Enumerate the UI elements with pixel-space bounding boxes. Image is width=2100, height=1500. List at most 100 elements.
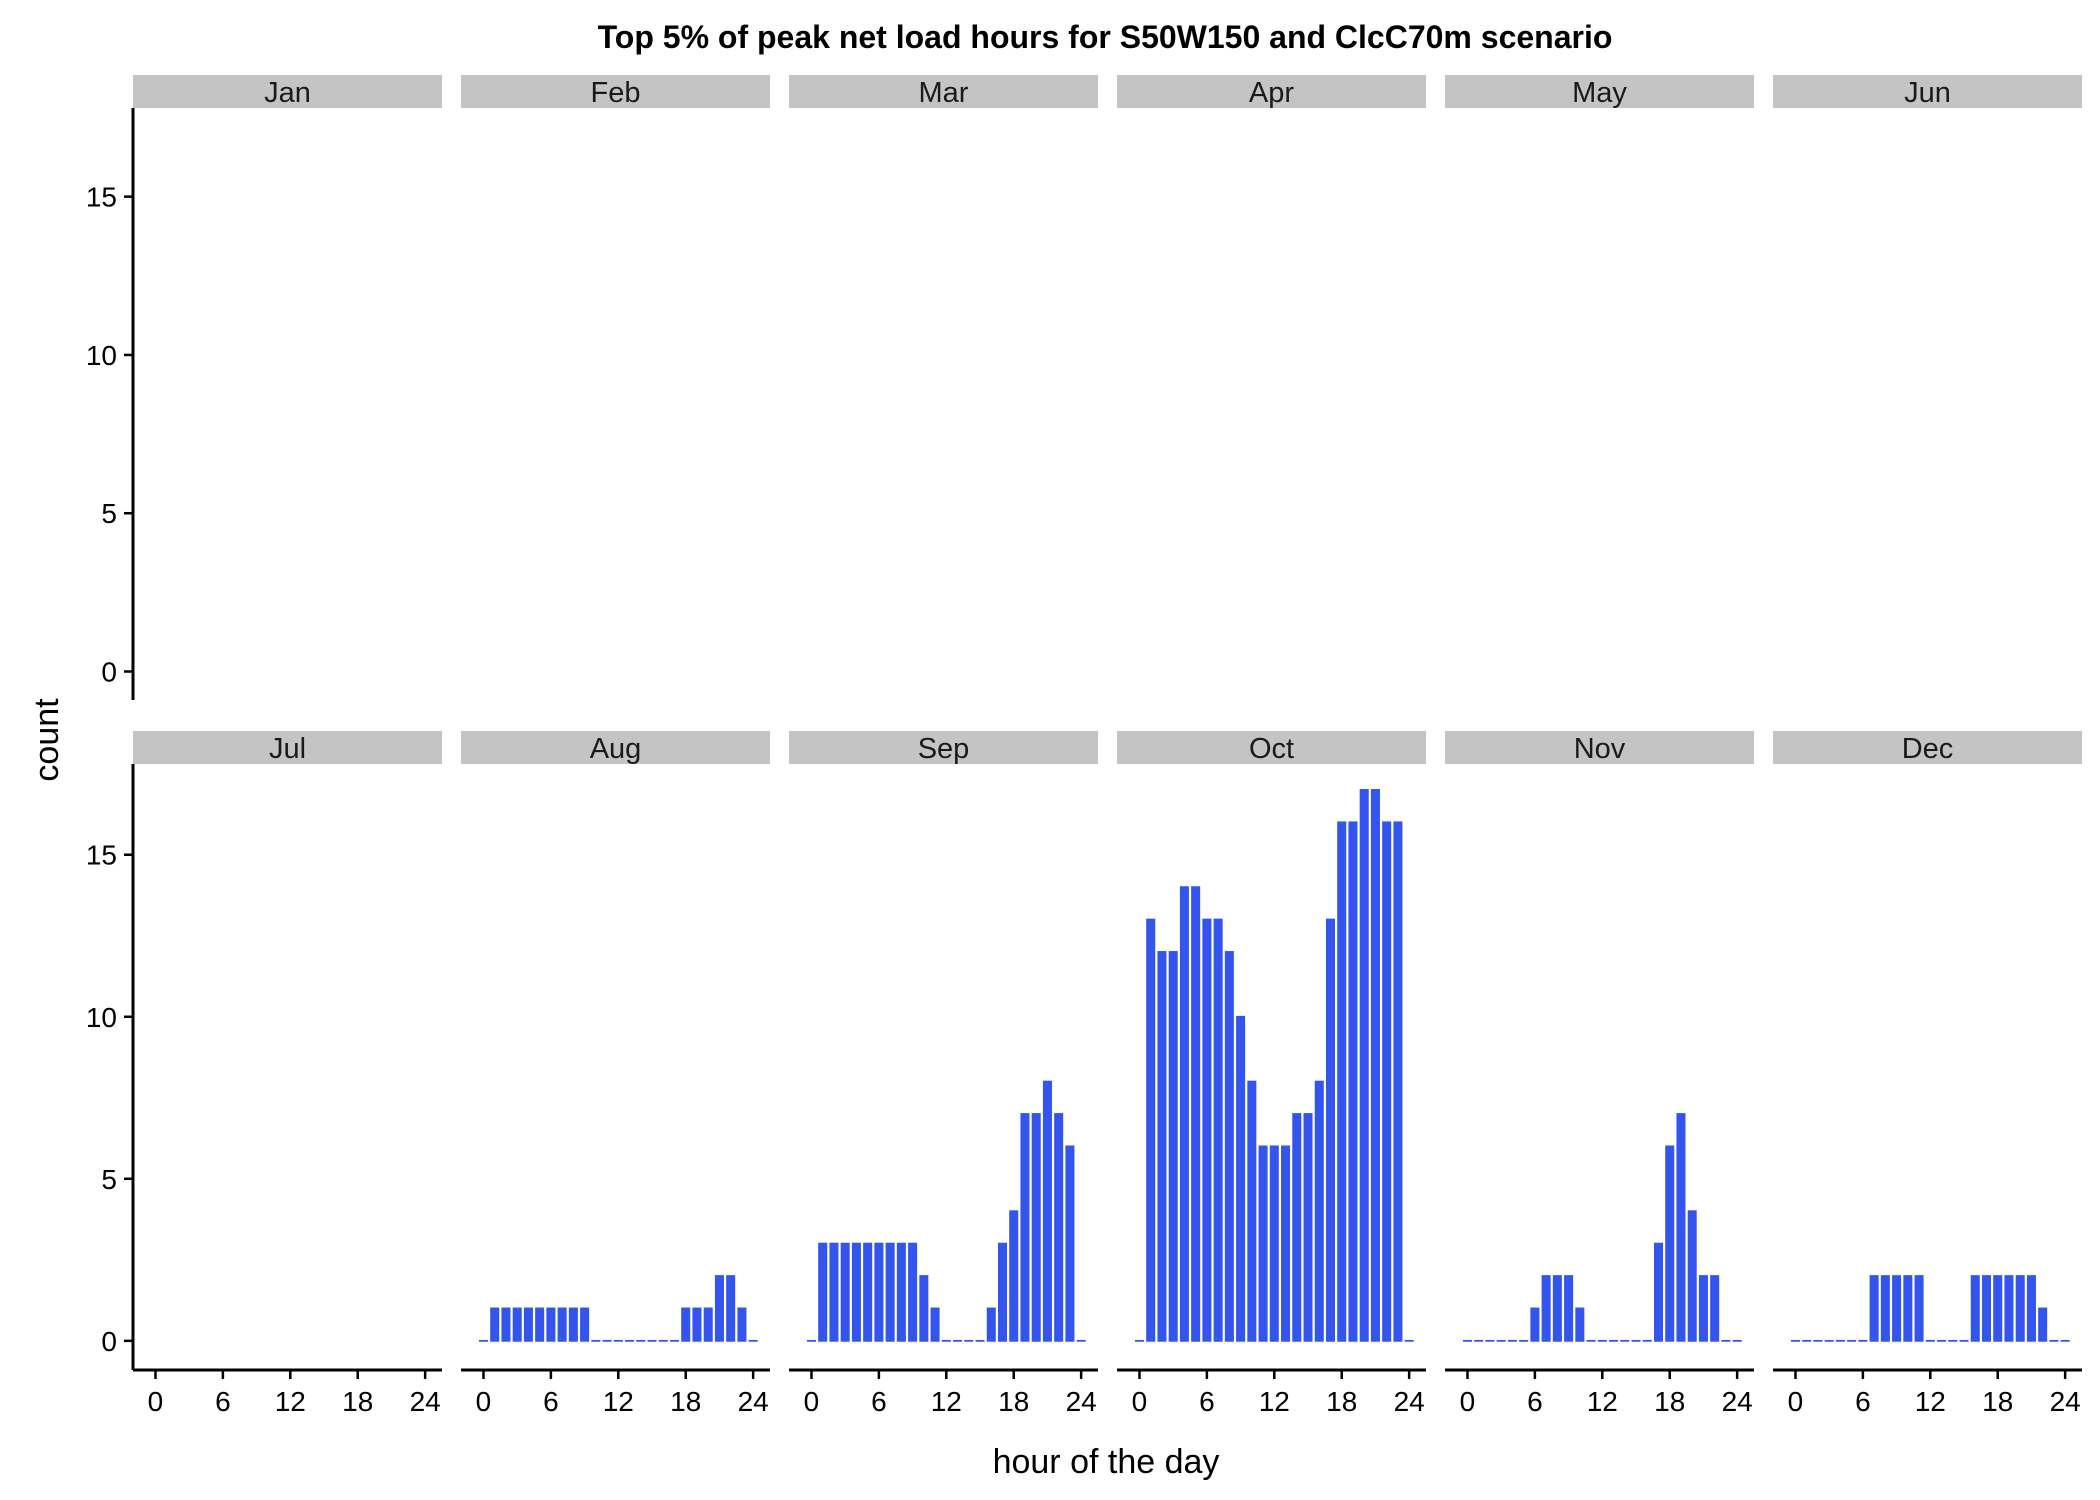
x-tick-label: 24: [738, 1386, 769, 1417]
bar: [929, 1306, 941, 1343]
x-tick-label: 24: [410, 1386, 441, 1417]
bar: [839, 1241, 851, 1343]
bar: [1969, 1273, 1981, 1343]
y-tick-label: 15: [86, 182, 117, 213]
bar: [1461, 1338, 1474, 1343]
bar: [1992, 1273, 2004, 1343]
facet-strip-label: Sep: [918, 733, 970, 765]
facet-strip: [461, 731, 770, 764]
bar: [646, 1338, 658, 1343]
bar: [488, 1306, 501, 1343]
x-tick-label: 18: [670, 1386, 701, 1417]
bar: [884, 1241, 896, 1343]
bar: [1495, 1338, 1507, 1343]
bar: [1369, 787, 1382, 1343]
facet-jul: Jul 0 5 10 15 0 6 12 18 24: [86, 731, 442, 1417]
bar: [1619, 1338, 1631, 1343]
x-tick-label: 6: [215, 1386, 231, 1417]
x-tick-label: 0: [148, 1386, 164, 1417]
facet-strip: [1773, 75, 2082, 108]
bar: [1596, 1338, 1609, 1343]
bar: [2048, 1338, 2060, 1343]
bar: [1201, 917, 1213, 1343]
bar: [1675, 1111, 1687, 1343]
bar: [500, 1306, 512, 1343]
facet-sep: Sep 0 6 12 18 24: [789, 731, 1098, 1417]
x-tick-label: 24: [2050, 1386, 2081, 1417]
bar: [1630, 1338, 1642, 1343]
x-tick-label: 12: [1915, 1386, 1946, 1417]
bar: [1697, 1273, 1710, 1343]
bar: [1641, 1338, 1653, 1343]
bar: [1789, 1338, 1802, 1343]
bar: [545, 1306, 557, 1343]
bar: [1845, 1338, 1858, 1343]
facet-strip: [789, 75, 1098, 108]
bar: [1144, 917, 1157, 1343]
bar: [861, 1241, 874, 1343]
facet-strip: [461, 75, 770, 108]
facet-feb: Feb: [461, 75, 770, 109]
x-tick-label: 0: [476, 1386, 492, 1417]
bar: [1731, 1338, 1743, 1343]
facet-strip: [789, 731, 1098, 764]
x-tick-label: 12: [1587, 1386, 1618, 1417]
y-tick-label: 15: [86, 840, 117, 871]
bar: [1823, 1338, 1835, 1343]
bar: [2014, 1273, 2026, 1343]
facet-mar: Mar: [789, 75, 1098, 109]
bar: [1302, 1111, 1314, 1343]
bar: [635, 1338, 647, 1343]
facet-strip-label: Apr: [1249, 77, 1294, 109]
facet-strip-label: Mar: [919, 77, 969, 109]
bar: [747, 1338, 759, 1343]
x-tick-label: 24: [1394, 1386, 1425, 1417]
y-axis-title: count: [28, 698, 66, 782]
bar: [1947, 1338, 1959, 1343]
bar: [1574, 1306, 1586, 1343]
bar: [1472, 1338, 1485, 1343]
bar: [1562, 1273, 1575, 1343]
bar: [1551, 1273, 1564, 1343]
facet-strip-label: Jul: [269, 733, 306, 765]
facet-strip-label: Aug: [590, 733, 642, 765]
bar: [974, 1338, 986, 1343]
bar: [1529, 1306, 1541, 1343]
facet-may: May: [1445, 75, 1754, 109]
facet-strip: [1773, 731, 2082, 764]
bar: [1857, 1338, 1869, 1343]
bar: [1019, 1111, 1031, 1343]
bar: [1030, 1111, 1042, 1343]
bar: [2036, 1306, 2049, 1343]
facet-strip-label: Dec: [1902, 733, 1954, 765]
chart-title: Top 5% of peak net load hours for S50W15…: [598, 19, 1613, 55]
bar: [1517, 1338, 1530, 1343]
bar: [623, 1338, 636, 1343]
bar: [1324, 917, 1337, 1343]
bar: [1133, 1338, 1146, 1343]
facet-strip-label: Oct: [1249, 733, 1294, 765]
bar: [533, 1306, 546, 1343]
bar: [805, 1338, 818, 1343]
x-tick-label: 24: [1066, 1386, 1097, 1417]
bar: [1189, 885, 1202, 1343]
bar: [1902, 1273, 1914, 1343]
facet-panels: Jan 0 5 10 15 Feb Mar Apr May Jun Jul 0 5 10 15 0 6 12 18 2…: [86, 75, 2082, 1417]
bar: [601, 1338, 613, 1343]
bar: [1052, 1111, 1065, 1343]
bar: [1935, 1338, 1948, 1343]
bar: [1392, 820, 1404, 1343]
bar: [590, 1338, 602, 1343]
bar: [1484, 1338, 1496, 1343]
facet-jan: Jan 0 5 10 15: [86, 75, 442, 700]
bar: [1223, 949, 1236, 1343]
bar: [1540, 1273, 1552, 1343]
bar: [1607, 1338, 1620, 1343]
bar: [1708, 1273, 1721, 1343]
bar: [1347, 820, 1359, 1343]
facet-oct: Oct 0 6 12 18 24: [1117, 731, 1426, 1417]
x-tick-label: 18: [998, 1386, 1029, 1417]
facet-strip-label: Jun: [1904, 77, 1951, 109]
x-tick-label: 6: [871, 1386, 887, 1417]
